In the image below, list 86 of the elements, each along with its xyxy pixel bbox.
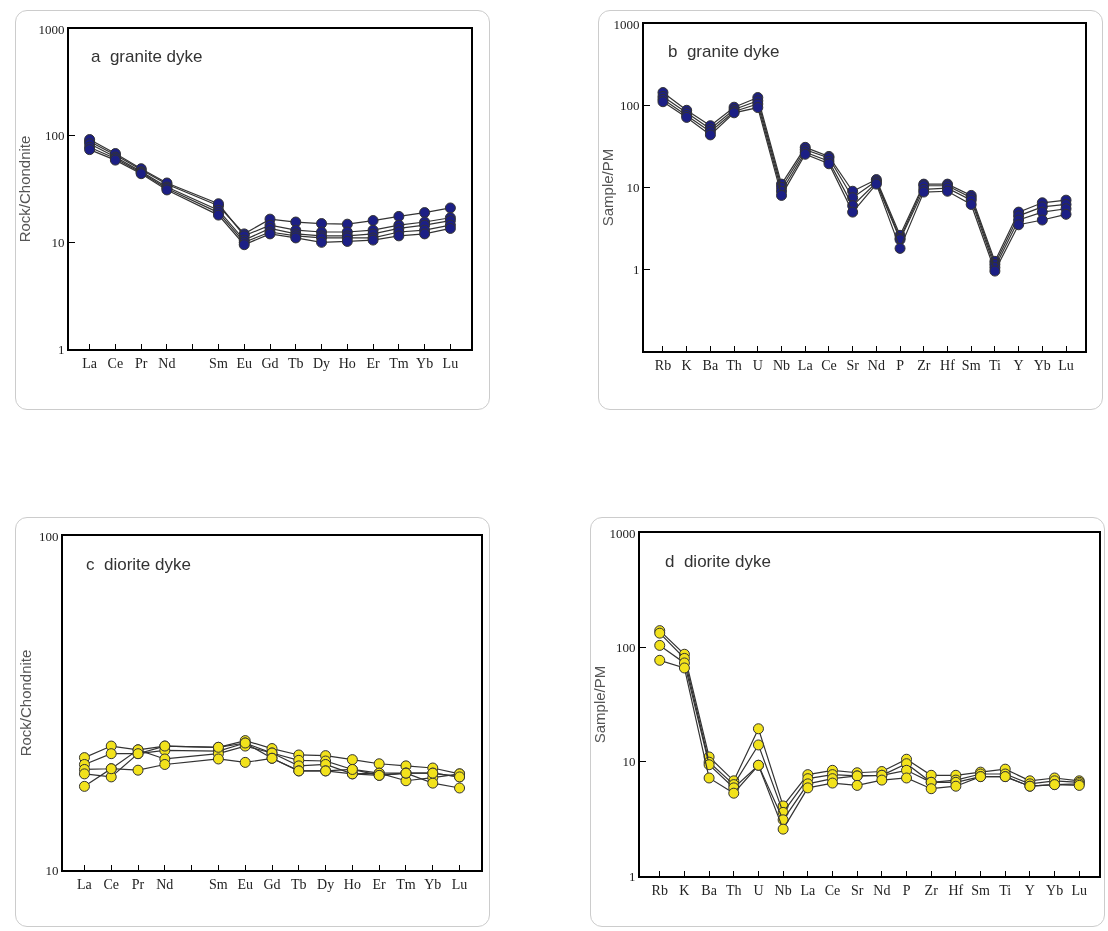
y-tick-label: 10	[45, 862, 59, 878]
text: b granite dyke	[668, 42, 780, 61]
x-tick-label: Pr	[134, 355, 148, 371]
x-tick-label: Eu	[236, 355, 253, 371]
y-tick-label: 100	[615, 639, 636, 655]
x-tick-label: Gd	[263, 876, 281, 892]
x-tick-label: Dy	[317, 876, 335, 892]
x-tick-label: Tb	[287, 355, 304, 371]
y-axis-title: Sample/PM	[599, 148, 616, 227]
x-tick-label: Th	[725, 882, 742, 898]
x-tick-label: U	[753, 882, 764, 898]
x-tick-label: Y	[1024, 882, 1035, 898]
x-tick-label: Dy	[312, 355, 331, 371]
x-tick-label: Tm	[389, 355, 409, 371]
x-tick-label: Nd	[873, 882, 891, 898]
y-tick-label: 10	[626, 180, 640, 196]
y-axis-title: Rock/Chondnite	[16, 649, 34, 757]
x-tick-label: Ba	[702, 357, 719, 373]
x-tick-label: Hf	[948, 882, 964, 898]
x-tick-label: Tm	[396, 876, 416, 892]
y-tick-label: 1	[632, 261, 640, 277]
text: d diorite dyke	[665, 552, 771, 571]
x-tick-label: Nd	[156, 876, 174, 892]
x-tick-label: Sm	[971, 882, 990, 898]
x-tick-label: La	[797, 357, 814, 373]
x-tick-label: La	[82, 355, 98, 371]
x-tick-label: Pr	[131, 876, 145, 892]
text: c diorite dyke	[86, 555, 191, 574]
text: a granite dyke	[91, 47, 203, 66]
y-tick-label: 10	[51, 234, 65, 250]
x-tick-label: K	[679, 882, 690, 898]
x-tick-label: Ti	[999, 882, 1012, 898]
x-tick-label: Ho	[338, 355, 356, 371]
x-tick-label: Ce	[103, 876, 120, 892]
x-tick-label: Ce	[821, 357, 837, 373]
x-tick-label: Hf	[940, 357, 956, 373]
x-tick-label: Zr	[917, 357, 931, 373]
x-tick-label: Er	[372, 876, 387, 892]
x-tick-label: Lu	[1058, 357, 1074, 373]
x-tick-label: Gd	[261, 355, 279, 371]
x-tick-label: La	[800, 882, 816, 898]
x-tick-label: Tb	[291, 876, 307, 892]
x-tick-label: Ho	[343, 876, 361, 892]
y-axis-title: Rock/Chondnite	[16, 135, 34, 243]
x-tick-label: Rb	[654, 357, 672, 373]
x-tick-label: Sm	[209, 355, 228, 371]
x-tick-label: Nb	[774, 882, 792, 898]
y-axis-title: Sample/PM	[591, 665, 608, 744]
y-tick-label: 100	[44, 128, 65, 144]
x-tick-label: U	[752, 357, 763, 373]
x-tick-label: Yb	[424, 876, 442, 892]
x-tick-label: Ti	[988, 357, 1001, 373]
x-tick-label: Sr	[850, 882, 864, 898]
x-tick-label: Ba	[701, 882, 718, 898]
x-tick-label: Th	[726, 357, 742, 373]
y-tick-label: 1000	[613, 16, 640, 32]
x-tick-label: Yb	[416, 355, 434, 371]
x-tick-label: Ce	[824, 882, 841, 898]
x-tick-label: Y	[1013, 357, 1024, 373]
x-tick-label: Sm	[961, 357, 981, 373]
x-tick-label: P	[902, 882, 911, 898]
y-tick-label: 100	[619, 98, 640, 114]
y-tick-label: 1	[628, 868, 636, 884]
x-tick-label: Yb	[1033, 357, 1051, 373]
x-tick-label: Ce	[107, 355, 124, 371]
x-tick-label: Sr	[846, 357, 860, 373]
y-tick-label: 1000	[38, 21, 65, 37]
x-tick-label: Nb	[772, 357, 791, 373]
x-tick-label: P	[896, 357, 905, 373]
y-tick-label: 1	[57, 341, 65, 357]
x-tick-label: Rb	[651, 882, 668, 898]
x-tick-label: Nd	[867, 357, 885, 373]
y-tick-label: 1000	[609, 525, 636, 541]
x-tick-label: Yb	[1046, 882, 1064, 898]
x-tick-label: Nd	[158, 355, 176, 371]
x-tick-label: Lu	[451, 876, 468, 892]
x-tick-label: Lu	[1071, 882, 1088, 898]
x-tick-label: La	[77, 876, 93, 892]
x-tick-label: Er	[366, 355, 381, 371]
x-tick-label: Sm	[209, 876, 228, 892]
y-tick-label: 10	[622, 754, 636, 770]
x-tick-label: Zr	[924, 882, 939, 898]
x-tick-label: Lu	[442, 355, 459, 371]
x-tick-label: K	[681, 357, 692, 373]
y-tick-label: 100	[38, 528, 59, 544]
x-tick-label: Eu	[237, 876, 253, 892]
